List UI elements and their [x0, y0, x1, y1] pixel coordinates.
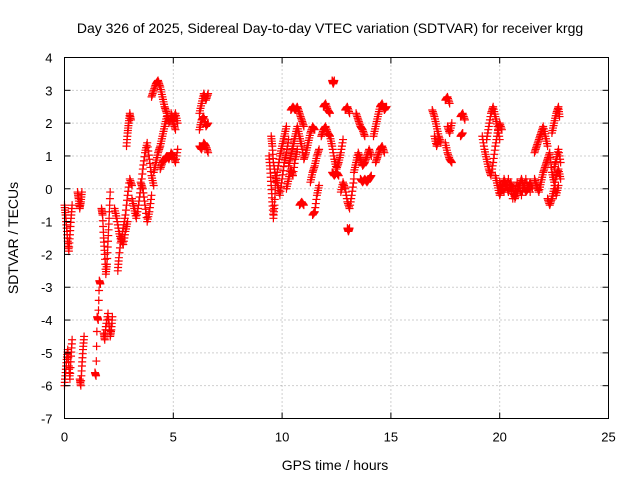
data-point [555, 112, 564, 121]
data-point [447, 119, 456, 128]
y-tick-label: -6 [41, 379, 53, 394]
data-point [505, 179, 514, 188]
data-point [92, 342, 101, 351]
data-point [204, 148, 213, 157]
data-point [126, 115, 135, 124]
data-point [458, 128, 467, 137]
x-tick-label: 25 [601, 430, 615, 445]
data-point [510, 186, 519, 195]
y-tick-label: 3 [45, 83, 52, 98]
y-tick-label: 0 [45, 182, 52, 197]
data-point [173, 145, 182, 154]
data-point [556, 174, 565, 183]
x-tick-label: 5 [170, 430, 177, 445]
data-point [519, 183, 528, 192]
data-point [523, 181, 532, 190]
chart-title: Day 326 of 2025, Sidereal Day-to-day VTE… [77, 20, 583, 36]
y-tick-label: 2 [45, 116, 52, 131]
data-point [556, 158, 565, 167]
data-point [94, 306, 103, 315]
data-point [310, 125, 319, 134]
data-point [325, 109, 334, 118]
data-point [339, 135, 348, 144]
x-tick-label: 10 [275, 430, 289, 445]
y-axis-label: SDTVAR / TECUs [5, 182, 21, 294]
data-point [315, 181, 324, 190]
data-point [96, 279, 105, 288]
y-tick-label: -1 [41, 215, 53, 230]
data-point [95, 286, 104, 295]
x-tick-label: 15 [384, 430, 398, 445]
y-tick-label: -3 [41, 280, 53, 295]
data-point [500, 188, 509, 197]
data-point [80, 332, 89, 341]
data-point [149, 181, 158, 190]
data-point [380, 148, 389, 157]
axis-ticks: 0 5 10 15 20 25 -7 -6 -5 -4 -3 -2 -1 0 1 2 3 4 [41, 51, 616, 445]
data-point [525, 184, 534, 193]
data-point [514, 181, 523, 190]
data-point [106, 188, 115, 197]
grid [64, 57, 609, 419]
x-tick-label: 20 [492, 430, 506, 445]
data-points [60, 76, 565, 390]
data-point [68, 201, 77, 210]
y-tick-label: 4 [45, 51, 52, 66]
data-point [334, 171, 343, 180]
data-point [173, 119, 182, 128]
data-point [299, 201, 308, 210]
y-tick-label: 1 [45, 149, 52, 164]
data-point [284, 135, 293, 144]
data-point [94, 316, 103, 325]
data-point [147, 191, 156, 200]
data-point [68, 335, 77, 344]
data-point [434, 135, 443, 144]
data-point [77, 188, 86, 197]
x-axis-label: GPS time / hours [282, 457, 389, 473]
data-point [360, 132, 369, 141]
plot-frame [64, 57, 609, 419]
data-point [315, 145, 324, 154]
y-tick-label: -2 [41, 247, 53, 262]
data-point [460, 115, 469, 124]
data-point [92, 327, 101, 336]
y-tick-label: -5 [41, 346, 53, 361]
data-point [171, 125, 180, 134]
data-point [518, 187, 527, 196]
data-point [509, 190, 518, 199]
data-point [447, 158, 456, 167]
y-tick-label: -7 [41, 412, 53, 427]
data-point [526, 188, 535, 197]
data-point [204, 119, 213, 128]
y-tick-label: -4 [41, 313, 53, 328]
data-point [543, 142, 552, 151]
data-point [282, 122, 291, 131]
data-point [345, 224, 354, 233]
data-point [521, 174, 530, 183]
data-point [92, 371, 101, 380]
data-point [108, 312, 117, 321]
data-point [204, 89, 213, 98]
data-point [508, 194, 517, 203]
data-point [513, 178, 522, 187]
data-point [517, 191, 526, 200]
data-point [506, 184, 515, 193]
data-point [522, 178, 531, 187]
data-point [382, 102, 391, 111]
data-point [495, 135, 504, 144]
data-point [367, 171, 376, 180]
data-point [94, 296, 103, 305]
data-point [504, 174, 513, 183]
data-point [92, 357, 101, 366]
x-tick-label: 0 [61, 430, 68, 445]
data-point [123, 217, 132, 226]
data-point [330, 76, 339, 85]
data-point [293, 145, 302, 154]
data-point [127, 181, 136, 190]
data-point [445, 99, 454, 108]
